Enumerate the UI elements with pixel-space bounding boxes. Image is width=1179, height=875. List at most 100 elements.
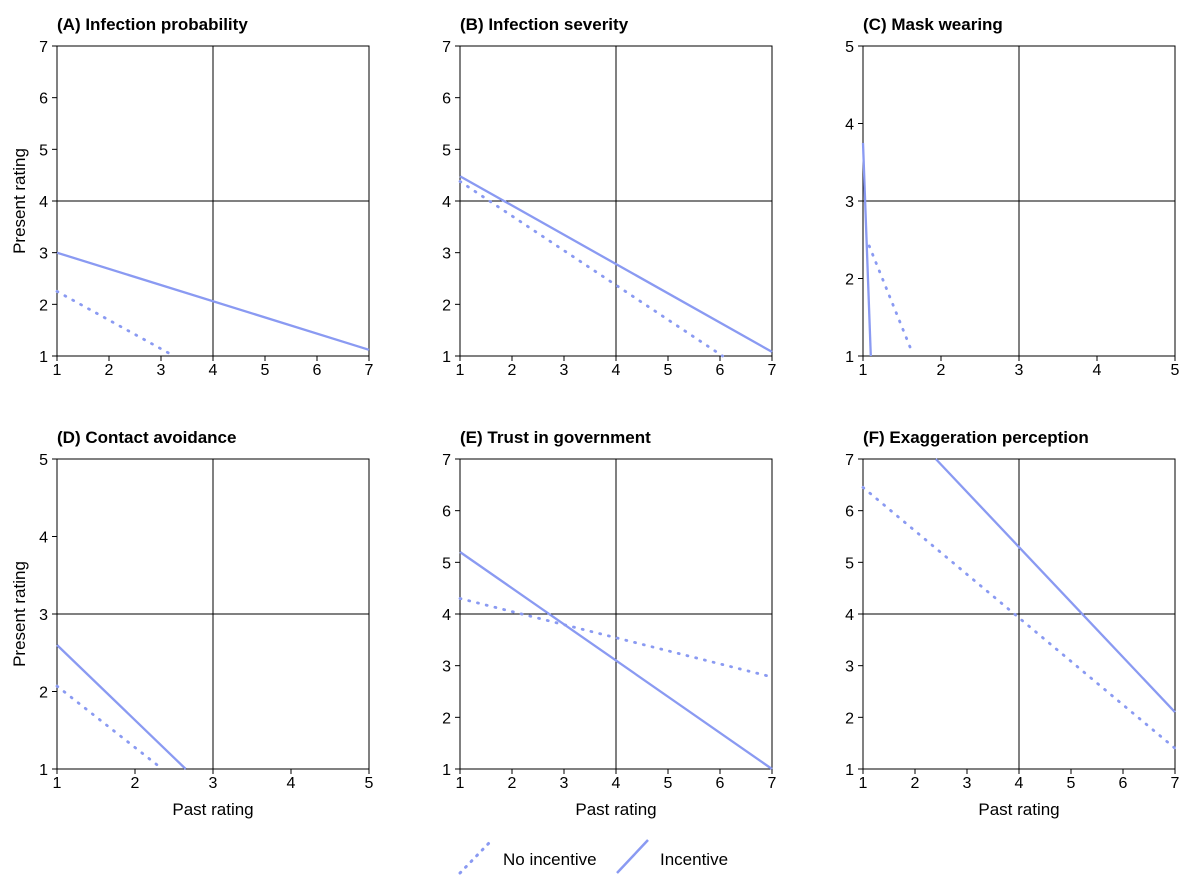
panel-a-y-tick-label-4: 4 — [39, 194, 48, 211]
panel-f-y-tick-label-6: 6 — [845, 504, 854, 521]
panel-c-x-tick-label-4: 4 — [1093, 362, 1102, 379]
panel-b-series-incentive — [459, 175, 773, 353]
panel-e-x-axis-label: Past rating — [575, 800, 656, 819]
panel-a: (A) Infection probability 11 2 2 3 3 4 4 5 5 6 6 7 7 P… — [10, 15, 374, 379]
panel-a-series-incentive — [56, 251, 370, 351]
panel-e-y-tick-label-7: 7 — [442, 452, 451, 469]
panel-f-y-tick-label-2: 2 — [845, 710, 854, 727]
legend-swatch-incentive — [616, 839, 649, 874]
panel-b-x-tick-label-5: 5 — [664, 362, 673, 379]
panel-a-x-tick-label-6: 6 — [313, 362, 322, 379]
panel-d-x-tick-label-2: 2 — [131, 775, 140, 792]
panel-d-y-tick-label-4: 4 — [39, 530, 48, 547]
panel-d-x-tick-label-1: 1 — [53, 775, 62, 792]
panel-d-y-tick-label-5: 5 — [39, 452, 48, 469]
panel-b-title: (B) Infection severity — [460, 15, 629, 34]
panel-a-y-tick-label-7: 7 — [39, 39, 48, 56]
panel-b-x-tick-label-3: 3 — [560, 362, 569, 379]
panel-e-y-tick-label-4: 4 — [442, 607, 451, 624]
panel-b-y-tick-label-7: 7 — [442, 39, 451, 56]
panel-d-y-tick-label-1: 1 — [39, 762, 48, 779]
panel-f-x-axis-label: Past rating — [978, 800, 1059, 819]
panel-c-x-tick-label-2: 2 — [937, 362, 946, 379]
panel-b-y-tick-label-6: 6 — [442, 91, 451, 108]
panel-a-x-tick-label-2: 2 — [105, 362, 114, 379]
panel-c-series-incentive — [861, 142, 872, 357]
legend-item-no-incentive: No incentive — [458, 841, 597, 875]
panel-c-y-tick-label-4: 4 — [845, 117, 854, 134]
panel-e-x-tick-label-6: 6 — [716, 775, 725, 792]
panel-f-y-tick-label-3: 3 — [845, 659, 854, 676]
panel-d-x-axis-label: Past rating — [172, 800, 253, 819]
panel-f-x-tick-label-6: 6 — [1119, 775, 1128, 792]
panel-b-x-tick-label-2: 2 — [508, 362, 517, 379]
legend-label-incentive: Incentive — [660, 850, 728, 869]
panel-e-x-tick-label-5: 5 — [664, 775, 673, 792]
panel-b-y-tick-label-2: 2 — [442, 297, 451, 314]
panel-e-x-tick-label-7: 7 — [768, 775, 777, 792]
panel-e-y-tick-label-6: 6 — [442, 504, 451, 521]
legend-item-incentive: Incentive — [616, 839, 728, 874]
panel-e-series-no-incentive — [458, 597, 774, 679]
panel-f-y-tick-label-1: 1 — [845, 762, 854, 779]
panel-e: (E) Trust in government 11 2 2 3 3 4 4 5 5 6 6 7 7 Pas… — [442, 428, 776, 819]
panel-c-series-no-incentive — [867, 244, 914, 354]
panel-e-y-tick-label-5: 5 — [442, 555, 451, 572]
panel-a-title: (A) Infection probability — [57, 15, 248, 34]
panel-c-title: (C) Mask wearing — [863, 15, 1003, 34]
panel-f-y-tick-label-4: 4 — [845, 607, 854, 624]
panel-a-x-tick-label-4: 4 — [209, 362, 218, 379]
panel-d-y-axis-label: Present rating — [10, 561, 29, 667]
panel-c-y-tick-label-5: 5 — [845, 39, 854, 56]
panel-d-x-tick-label-5: 5 — [365, 775, 374, 792]
panel-e-y-tick-label-2: 2 — [442, 710, 451, 727]
panel-d-y-tick-label-2: 2 — [39, 685, 48, 702]
panel-b: (B) Infection severity 11 2 2 3 3 4 4 5 5 6 6 7 7 — [442, 15, 776, 379]
panel-c-x-tick-label-3: 3 — [1015, 362, 1024, 379]
panel-c-y-tick-label-1: 1 — [845, 349, 854, 366]
legend-swatch-no-incentive — [458, 841, 491, 875]
panel-c-y-tick-label-3: 3 — [845, 194, 854, 211]
panel-d-x-tick-label-4: 4 — [287, 775, 296, 792]
panel-b-y-tick-label-4: 4 — [442, 194, 451, 211]
panel-b-x-tick-label-6: 6 — [716, 362, 725, 379]
panel-e-title: (E) Trust in government — [460, 428, 651, 447]
panel-f-y-tick-label-7: 7 — [845, 452, 854, 469]
panel-e-x-tick-label-4: 4 — [612, 775, 621, 792]
panel-b-y-tick-label-1: 1 — [442, 349, 451, 366]
panel-d-series-incentive — [56, 644, 187, 770]
panel-a-y-tick-label-6: 6 — [39, 91, 48, 108]
panel-a-y-tick-label-1: 1 — [39, 349, 48, 366]
panel-c-x-tick-label-1: 1 — [859, 362, 868, 379]
panel-f-series-incentive — [934, 458, 1176, 713]
panel-e-x-tick-label-1: 1 — [456, 775, 465, 792]
legend-label-no-incentive: No incentive — [503, 850, 597, 869]
panel-a-x-tick-label-1: 1 — [53, 362, 62, 379]
panel-a-y-tick-label-2: 2 — [39, 297, 48, 314]
panel-a-x-tick-label-5: 5 — [261, 362, 270, 379]
panel-f-x-tick-label-5: 5 — [1067, 775, 1076, 792]
panel-f-x-tick-label-1: 1 — [859, 775, 868, 792]
panel-f-x-tick-label-7: 7 — [1171, 775, 1179, 792]
panel-c: (C) Mask wearing 11 2 2 3 3 4 4 5 5 — [845, 15, 1179, 379]
panel-f: (F) Exaggeration perception 11 2 2 3 3 4 4 5 5 6 6 7… — [845, 428, 1179, 819]
panel-b-y-tick-label-5: 5 — [442, 142, 451, 159]
panel-e-y-tick-label-1: 1 — [442, 762, 451, 779]
panel-c-y-tick-label-2: 2 — [845, 272, 854, 289]
panel-b-x-tick-label-4: 4 — [612, 362, 621, 379]
panels: (A) Infection probability11223344556677P… — [10, 15, 1179, 819]
panel-f-x-tick-label-4: 4 — [1015, 775, 1024, 792]
panel-a-x-tick-label-7: 7 — [365, 362, 374, 379]
panel-f-title: (F) Exaggeration perception — [863, 428, 1089, 447]
panel-c-x-tick-label-5: 5 — [1171, 362, 1179, 379]
panel-b-y-tick-label-3: 3 — [442, 246, 451, 263]
panel-d-x-tick-label-3: 3 — [209, 775, 218, 792]
panel-e-y-tick-label-3: 3 — [442, 659, 451, 676]
panel-b-series-no-incentive — [458, 179, 724, 358]
panel-f-y-tick-label-5: 5 — [845, 555, 854, 572]
panel-d-title: (D) Contact avoidance — [57, 428, 236, 447]
panel-f-x-tick-label-2: 2 — [911, 775, 920, 792]
panel-a-series-no-incentive — [55, 289, 176, 358]
panel-e-x-tick-label-3: 3 — [560, 775, 569, 792]
